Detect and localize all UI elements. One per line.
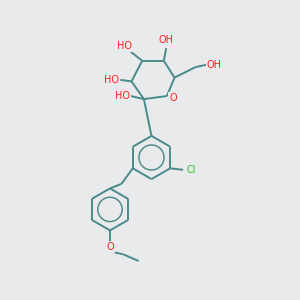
Text: O: O — [169, 93, 177, 103]
Text: Cl: Cl — [187, 165, 196, 175]
Text: HO: HO — [115, 91, 130, 101]
Text: HO: HO — [117, 41, 132, 51]
Text: OH: OH — [207, 60, 222, 70]
Text: OH: OH — [159, 35, 174, 45]
Text: HO: HO — [104, 75, 119, 85]
Text: O: O — [106, 242, 114, 252]
